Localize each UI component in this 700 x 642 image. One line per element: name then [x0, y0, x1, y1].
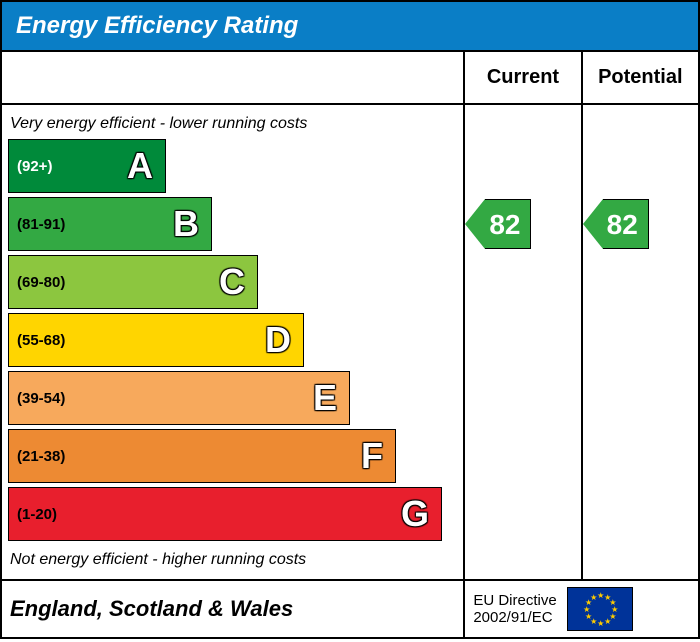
- band-a: (92+) A: [8, 139, 166, 193]
- band-letter-g: G: [401, 493, 429, 535]
- band-range-e: (39-54): [9, 390, 65, 407]
- top-caption: Very energy efficient - lower running co…: [8, 113, 457, 139]
- bands-container: (92+) A (81-91) B (69-80) C (55-68) D (39-54) E (2…: [8, 139, 457, 541]
- band-letter-a: A: [127, 145, 153, 187]
- current-arrow: 82: [465, 199, 580, 249]
- footer-row: England, Scotland & Wales EU Directive 2…: [1, 580, 699, 638]
- potential-value: 82: [603, 199, 649, 249]
- bottom-caption: Not energy efficient - higher running co…: [8, 545, 457, 571]
- band-letter-e: E: [313, 377, 337, 419]
- chart-title: Energy Efficiency Rating: [16, 12, 298, 39]
- potential-arrow-point-icon: [583, 199, 603, 249]
- footer-country: England, Scotland & Wales: [1, 580, 464, 638]
- band-letter-f: F: [361, 435, 383, 477]
- header-current: Current: [464, 51, 581, 104]
- eu-star-icon: ★: [590, 593, 597, 602]
- potential-arrow: 82: [583, 199, 698, 249]
- current-value: 82: [485, 199, 531, 249]
- band-letter-c: C: [219, 261, 245, 303]
- band-g: (1-20) G: [8, 487, 442, 541]
- eu-star-icon: ★: [604, 617, 611, 626]
- epc-chart: Energy Efficiency Rating Current Potenti…: [0, 0, 700, 639]
- band-b: (81-91) B: [8, 197, 212, 251]
- band-range-c: (69-80): [9, 274, 65, 291]
- footer-directive-cell: EU Directive 2002/91/EC ★★★★★★★★★★★★: [464, 580, 699, 638]
- directive-line1: EU Directive: [473, 592, 556, 609]
- main-table: Current Potential Very energy efficient …: [0, 50, 700, 639]
- band-range-f: (21-38): [9, 448, 65, 465]
- body-row: Very energy efficient - lower running co…: [1, 104, 699, 580]
- header-potential: Potential: [582, 51, 699, 104]
- band-range-d: (55-68): [9, 332, 65, 349]
- band-e: (39-54) E: [8, 371, 350, 425]
- header-row: Current Potential: [1, 51, 699, 104]
- title-bar: Energy Efficiency Rating: [0, 0, 700, 50]
- footer-directive: EU Directive 2002/91/EC: [473, 592, 556, 627]
- band-letter-b: B: [173, 203, 199, 245]
- band-letter-d: D: [265, 319, 291, 361]
- band-d: (55-68) D: [8, 313, 304, 367]
- band-f: (21-38) F: [8, 429, 396, 483]
- band-range-b: (81-91): [9, 216, 65, 233]
- directive-line2: 2002/91/EC: [473, 609, 552, 626]
- header-empty: [1, 51, 464, 104]
- eu-star-icon: ★: [597, 619, 604, 628]
- band-c: (69-80) C: [8, 255, 258, 309]
- bands-cell: Very energy efficient - lower running co…: [1, 104, 464, 580]
- band-range-g: (1-20): [9, 506, 57, 523]
- current-arrow-point-icon: [465, 199, 485, 249]
- band-range-a: (92+): [9, 158, 52, 175]
- eu-flag-icon: ★★★★★★★★★★★★: [567, 587, 633, 631]
- potential-cell: 82: [582, 104, 699, 580]
- current-cell: 82: [464, 104, 581, 580]
